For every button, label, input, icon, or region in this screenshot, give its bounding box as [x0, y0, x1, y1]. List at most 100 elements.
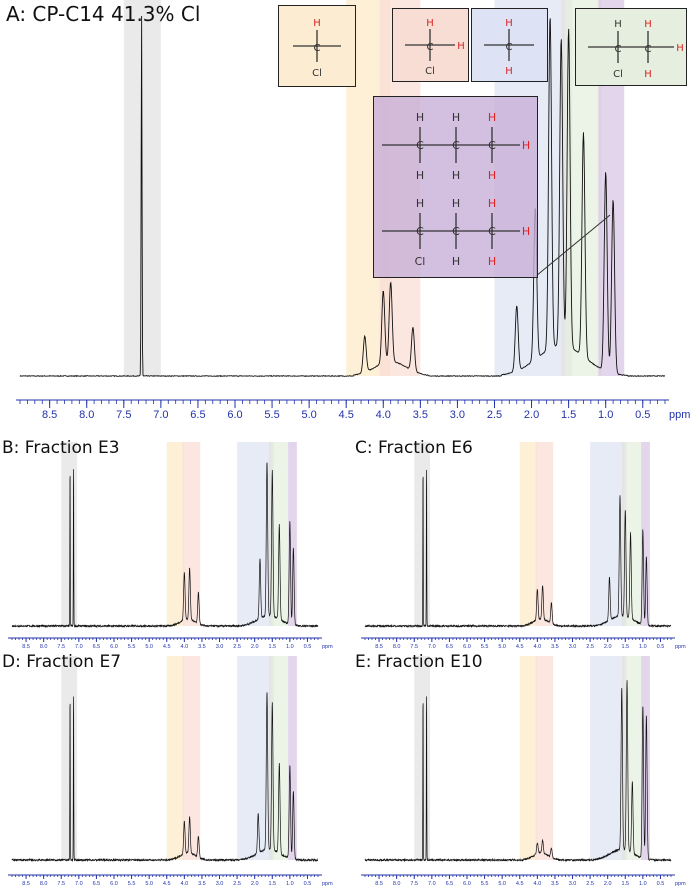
x-tick-label: 7.0	[153, 409, 168, 421]
x-tick-label: 3.0	[450, 409, 465, 421]
panel-b-title: B: Fraction E3	[2, 438, 120, 458]
x-tick-label: 7.5	[57, 881, 65, 887]
svg-text:C: C	[314, 43, 321, 54]
atom-h: H	[614, 19, 622, 30]
x-tick-label: 6.5	[93, 881, 101, 887]
spectrum-e-plot: 8.5 8.0 7.5 7.0 6.5 6.0 5.5 5.0 4.5 4.0 3.5 3.0 2.5 2…	[361, 656, 686, 887]
x-tick-label: 2.0	[604, 644, 612, 650]
x-tick-label: 2.5	[233, 881, 241, 887]
x-tick-label: 4.5	[516, 881, 524, 887]
x-tick-label: 3.5	[551, 881, 559, 887]
panel-e-title: E: Fraction E10	[355, 652, 483, 672]
svg-text:C: C	[488, 225, 496, 238]
svg-text:C: C	[488, 139, 496, 152]
x-tick-label: 7.5	[410, 881, 418, 887]
x-tick-label: 8.0	[393, 644, 401, 650]
x-tick-label: 1.0	[286, 881, 294, 887]
atom-h: H	[522, 139, 530, 152]
x-tick-label: 5.0	[301, 409, 316, 421]
x-tick-label: 0.5	[657, 881, 665, 887]
panel-a: 8.5 8.0 7.5 7.0 6.5 6.0 5.5 5.0 4.5 4.0 3.5 3.0 2.5 2…	[0, 0, 698, 430]
x-tick-label: 1.0	[598, 409, 613, 421]
x-tick-label: 5.5	[264, 409, 279, 421]
ch2cl-structure: H H C Cl	[405, 18, 465, 77]
svg-text:C: C	[615, 44, 622, 55]
x-tick-label: 4.5	[163, 881, 171, 887]
shift-region	[641, 442, 650, 626]
x-tick-label: 6.0	[110, 881, 118, 887]
atom-h: H	[452, 197, 460, 210]
x-tick-label: 4.0	[181, 881, 189, 887]
spectrum-trace	[364, 469, 672, 629]
x-tick-label: 5.5	[128, 644, 136, 650]
atom-h: H	[416, 111, 424, 124]
shift-region	[621, 442, 628, 626]
shift-region	[535, 656, 554, 860]
x-tick-label: 8.0	[393, 881, 401, 887]
panel-d-title: D: Fraction E7	[2, 652, 122, 672]
x-tick-label: 6.5	[190, 409, 205, 421]
shift-region	[621, 656, 628, 860]
structure-ch2-box: H C H	[471, 8, 548, 82]
x-tick-label: 8.5	[22, 644, 30, 650]
x-tick-label: 8.0	[79, 409, 94, 421]
x-tick-label: 6.5	[446, 644, 454, 650]
shift-region	[61, 442, 78, 626]
x-tick-label: 3.5	[198, 644, 206, 650]
ch2-structure: H C H	[484, 18, 534, 77]
x-tick-label: 4.5	[516, 644, 524, 650]
x-tick-label: 3.0	[569, 881, 577, 887]
shift-region	[590, 656, 624, 860]
x-tick-label: 6.0	[110, 644, 118, 650]
chain-structure: H H H H C C C H H H H H H H C	[382, 111, 530, 268]
x-tick-label: 8.5	[375, 644, 383, 650]
chcl-structure: H C Cl	[293, 18, 341, 79]
x-tick-label: 8.5	[22, 881, 30, 887]
x-tick-label: 3.0	[216, 644, 224, 650]
shift-region	[625, 656, 642, 860]
panel-d: 8.5 8.0 7.5 7.0 6.5 6.0 5.5 5.0 4.5 4.0 3.5 3.0 2.5 2…	[0, 650, 345, 889]
atom-h: H	[644, 19, 652, 30]
structure-chain-box: H H H H C C C H H H H H H H C	[373, 96, 538, 278]
x-unit-label: ppm	[322, 644, 333, 650]
x-tick-label: 6.5	[93, 644, 101, 650]
x-tick-label: 1.5	[561, 409, 576, 421]
shift-region	[590, 442, 624, 626]
x-tick-label: 7.0	[428, 644, 436, 650]
spectrum-b-plot: 8.5 8.0 7.5 7.0 6.5 6.0 5.5 5.0 4.5 4.0 3.5 3.0 2.5 2…	[8, 442, 333, 650]
x-tick-label: 5.5	[481, 644, 489, 650]
shift-region	[166, 656, 185, 860]
atom-h: H	[505, 18, 513, 29]
x-tick-label: 2.5	[487, 409, 502, 421]
panel-b: 8.5 8.0 7.5 7.0 6.5 6.0 5.5 5.0 4.5 4.0 3.5 3.0 2.5 2…	[0, 436, 345, 651]
shift-region	[414, 656, 431, 860]
x-tick-label: 3.5	[413, 409, 428, 421]
x-tick-label: 4.0	[534, 644, 542, 650]
x-tick-label: 0.5	[635, 409, 650, 421]
structure-connector-line	[535, 214, 611, 277]
x-tick-label: 2.0	[524, 409, 539, 421]
shift-region	[272, 656, 289, 860]
structure-ch2cl-box: H H C Cl	[392, 8, 469, 82]
x-tick-label: 3.5	[551, 644, 559, 650]
shift-region	[182, 656, 201, 860]
shift-region	[182, 442, 201, 626]
panel-c: 8.5 8.0 7.5 7.0 6.5 6.0 5.5 5.0 4.5 4.0 3.5 3.0 2.5 2…	[353, 436, 698, 651]
atom-h: H	[488, 255, 496, 268]
shift-region	[625, 442, 642, 626]
shift-region	[237, 442, 271, 626]
structure-chcl-box: H C Cl	[278, 5, 356, 87]
svg-text:C: C	[506, 42, 513, 53]
x-tick-label: 0.5	[657, 644, 665, 650]
x-tick-label: 5.5	[481, 881, 489, 887]
x-tick-label: 5.0	[145, 644, 153, 650]
x-tick-label: 1.5	[621, 644, 629, 650]
x-tick-label: 3.0	[216, 881, 224, 887]
x-tick-label: 7.5	[116, 409, 131, 421]
x-unit-label: ppm	[675, 644, 686, 650]
atom-h: H	[488, 169, 496, 182]
x-tick-label: 1.0	[639, 881, 647, 887]
x-tick-label: 8.0	[40, 881, 48, 887]
atom-cl: Cl	[312, 68, 322, 79]
panel-e: 8.5 8.0 7.5 7.0 6.5 6.0 5.5 5.0 4.5 4.0 3.5 3.0 2.5 2…	[353, 650, 698, 889]
